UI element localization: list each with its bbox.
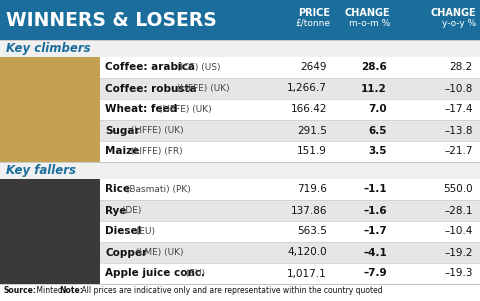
Bar [100, 221, 480, 242]
Bar [100, 179, 480, 200]
Text: 4,120.0: 4,120.0 [288, 247, 327, 257]
Bar [0, 78, 100, 99]
Text: –28.1: –28.1 [444, 206, 473, 216]
Text: Rice: Rice [105, 185, 130, 194]
Text: Wheat: feed: Wheat: feed [105, 104, 177, 114]
Bar [100, 99, 480, 120]
Bar [0, 162, 480, 179]
Text: CHANGE: CHANGE [431, 8, 476, 18]
Bar [0, 99, 100, 120]
Text: 11.2: 11.2 [361, 83, 387, 94]
Text: Wheat: feed (LIFFE) (UK): Wheat: feed (LIFFE) (UK) [105, 104, 226, 114]
Text: (LIFFE) (FR): (LIFFE) (FR) [128, 147, 182, 156]
Text: CHANGE: CHANGE [344, 8, 390, 18]
Text: 151.9: 151.9 [297, 147, 327, 157]
Bar [100, 78, 480, 99]
Text: WINNERS & LOSERS: WINNERS & LOSERS [6, 11, 217, 29]
Bar [100, 141, 480, 162]
Text: –19.2: –19.2 [444, 247, 473, 257]
Text: Sugar (LIFFE) (UK): Sugar (LIFFE) (UK) [105, 126, 194, 135]
Bar [0, 200, 100, 221]
Text: Maize: Maize [105, 147, 139, 157]
Text: 7.0: 7.0 [368, 104, 387, 114]
Text: 2649: 2649 [300, 63, 327, 73]
Text: £/tonne: £/tonne [295, 19, 330, 28]
Text: Copper (LME) (UK): Copper (LME) (UK) [105, 247, 195, 257]
Bar [100, 200, 480, 221]
Text: Coffee: arabica: Coffee: arabica [105, 63, 195, 73]
Text: (DE): (DE) [119, 206, 141, 215]
Text: –1.6: –1.6 [363, 206, 387, 216]
Text: Note:: Note: [59, 286, 83, 295]
Text: Diesel (EU): Diesel (EU) [105, 226, 159, 237]
Text: –1.1: –1.1 [363, 185, 387, 194]
Bar [0, 141, 100, 162]
Text: 3.5: 3.5 [369, 147, 387, 157]
Text: Sugar: Sugar [105, 126, 140, 135]
Bar [100, 57, 480, 78]
Text: (Basmati) (PK): (Basmati) (PK) [123, 185, 191, 194]
Text: –7.9: –7.9 [363, 268, 387, 278]
Text: Copper: Copper [105, 247, 147, 257]
Text: Coffee: robusta (LIFFE) (UK): Coffee: robusta (LIFFE) (UK) [105, 83, 240, 94]
Text: y-o-y %: y-o-y % [442, 19, 476, 28]
Text: –19.3: –19.3 [444, 268, 473, 278]
Text: 28.2: 28.2 [450, 63, 473, 73]
Text: Apple juice conc.: Apple juice conc. [105, 268, 205, 278]
Text: 28.6: 28.6 [361, 63, 387, 73]
Text: Apple juice conc. (EU): Apple juice conc. (EU) [105, 268, 212, 278]
Bar [0, 120, 100, 141]
Text: Key fallers: Key fallers [6, 164, 76, 177]
Text: –4.1: –4.1 [363, 247, 387, 257]
Text: 137.86: 137.86 [290, 206, 327, 216]
Bar [0, 0, 480, 40]
Text: 6.5: 6.5 [369, 126, 387, 135]
Text: –1.7: –1.7 [363, 226, 387, 237]
Text: –17.4: –17.4 [444, 104, 473, 114]
Text: 563.5: 563.5 [297, 226, 327, 237]
Text: Key climbers: Key climbers [6, 42, 91, 55]
Text: PRICE: PRICE [298, 8, 330, 18]
Bar [100, 263, 480, 284]
Bar [0, 263, 100, 284]
Bar [0, 40, 480, 57]
Text: Rice (Basmati) (PK): Rice (Basmati) (PK) [105, 185, 200, 194]
Text: –10.4: –10.4 [444, 226, 473, 237]
Text: (LIFFE) (UK): (LIFFE) (UK) [174, 84, 229, 93]
Text: 550.0: 550.0 [444, 185, 473, 194]
Bar [0, 221, 100, 242]
Text: Rye: Rye [105, 206, 126, 216]
Text: Rye (DE): Rye (DE) [105, 206, 148, 216]
Bar [0, 179, 100, 200]
Text: (LIFFE) (UK): (LIFFE) (UK) [128, 126, 184, 135]
Text: 166.42: 166.42 [290, 104, 327, 114]
Text: Mintec.: Mintec. [34, 286, 67, 295]
Text: Diesel: Diesel [105, 226, 141, 237]
Text: All prices are indicative only and are representative within the country quoted: All prices are indicative only and are r… [79, 286, 383, 295]
Text: –13.8: –13.8 [444, 126, 473, 135]
Text: –21.7: –21.7 [444, 147, 473, 157]
Bar [0, 57, 100, 78]
Text: (ICE) (US): (ICE) (US) [174, 63, 220, 72]
Text: 291.5: 291.5 [297, 126, 327, 135]
Text: Maize (LIFFE) (FR): Maize (LIFFE) (FR) [105, 147, 193, 157]
Text: 719.6: 719.6 [297, 185, 327, 194]
Text: (LME) (UK): (LME) (UK) [132, 248, 183, 257]
Text: –10.8: –10.8 [444, 83, 473, 94]
Text: 1,266.7: 1,266.7 [287, 83, 327, 94]
Text: (EU): (EU) [132, 227, 155, 236]
Text: (LIFFE) (UK): (LIFFE) (UK) [156, 105, 211, 114]
Text: Coffee: arabica (ICE) (US): Coffee: arabica (ICE) (US) [105, 63, 229, 73]
Text: (EU): (EU) [183, 269, 205, 278]
Text: Coffee: robusta: Coffee: robusta [105, 83, 197, 94]
Text: 1,017.1: 1,017.1 [287, 268, 327, 278]
Bar [0, 242, 100, 263]
Text: Source:: Source: [4, 286, 37, 295]
Bar [100, 120, 480, 141]
Bar [100, 242, 480, 263]
Text: m-o-m %: m-o-m % [349, 19, 390, 28]
